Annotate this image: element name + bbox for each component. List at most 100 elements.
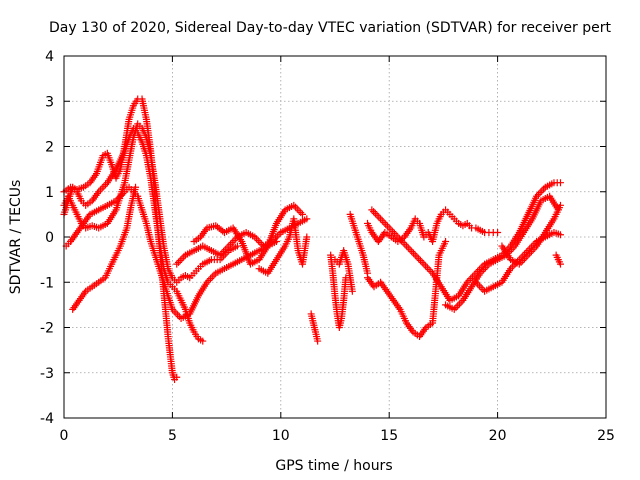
- data-point: [85, 212, 93, 220]
- data-point: [227, 261, 235, 269]
- data-point: [371, 209, 379, 217]
- y-tick-label: -2: [40, 321, 54, 337]
- data-point: [189, 326, 197, 334]
- data-point: [111, 208, 119, 216]
- y-axis-label: SDTVAR / TECUs: [8, 180, 24, 295]
- data-point: [93, 280, 101, 288]
- data-point: [302, 235, 310, 243]
- data-point: [531, 244, 539, 252]
- data-point: [178, 255, 186, 263]
- data-point: [427, 267, 435, 275]
- data-point: [523, 212, 531, 220]
- data-point: [421, 325, 429, 333]
- y-tick-label: -1: [40, 275, 54, 291]
- data-point: [170, 373, 178, 381]
- data-point: [100, 182, 108, 190]
- x-tick-label: 15: [380, 428, 398, 444]
- data-point: [403, 242, 411, 250]
- data-point: [164, 262, 172, 270]
- data-point: [505, 254, 513, 262]
- data-point: [176, 294, 184, 302]
- series-track-13: [364, 206, 502, 246]
- series-track-10: [327, 251, 350, 331]
- data-point: [253, 248, 261, 256]
- series-track-9: [307, 310, 322, 345]
- data-point: [77, 184, 85, 192]
- data-point: [301, 216, 309, 224]
- data-point: [115, 244, 123, 252]
- data-point: [122, 226, 130, 234]
- series-track-8: [255, 215, 311, 277]
- data-point: [452, 304, 460, 312]
- data-point: [173, 260, 181, 268]
- data-point: [409, 249, 417, 257]
- data-point: [444, 208, 452, 216]
- data-point: [159, 276, 167, 284]
- data-point: [184, 311, 192, 319]
- data-point: [283, 225, 291, 233]
- data-point: [208, 273, 216, 281]
- data-point: [358, 249, 366, 257]
- data-point: [151, 176, 159, 184]
- data-point: [494, 228, 502, 236]
- data-point: [368, 206, 376, 214]
- data-point: [385, 224, 393, 232]
- data-point: [136, 122, 144, 130]
- data-point: [518, 230, 526, 238]
- data-point: [483, 262, 491, 270]
- data-point: [522, 253, 530, 261]
- data-point: [422, 262, 430, 270]
- data-point: [101, 202, 109, 210]
- data-point: [479, 285, 487, 293]
- data-point: [132, 97, 140, 105]
- data-point: [184, 273, 192, 281]
- data-point: [295, 207, 303, 215]
- data-point: [392, 231, 400, 239]
- data-point: [540, 230, 548, 238]
- data-point: [214, 250, 222, 258]
- data-point: [475, 271, 483, 279]
- series-track-7: [190, 201, 306, 268]
- data-point: [125, 118, 133, 126]
- data-point: [76, 195, 84, 203]
- data-point: [207, 275, 215, 283]
- data-point: [466, 285, 474, 293]
- data-point: [350, 222, 358, 230]
- data-point: [452, 293, 460, 301]
- data-point: [461, 221, 469, 229]
- data-point: [536, 189, 544, 197]
- data-point: [555, 258, 563, 266]
- data-point: [150, 249, 158, 257]
- data-point: [388, 295, 396, 303]
- data-point: [111, 167, 119, 175]
- data-point: [262, 268, 270, 276]
- series-track-18: [498, 201, 564, 268]
- series-track-2: [60, 124, 207, 345]
- data-point: [131, 185, 139, 193]
- data-point: [227, 225, 235, 233]
- data-point: [210, 222, 218, 230]
- data-point: [370, 208, 378, 216]
- data-point: [175, 276, 183, 284]
- data-point: [408, 247, 416, 255]
- data-point: [440, 240, 448, 248]
- data-point: [99, 275, 107, 283]
- data-point: [197, 336, 205, 344]
- data-point: [71, 185, 79, 193]
- data-point: [253, 257, 261, 265]
- data-point: [125, 158, 133, 166]
- tick-labels: 0 5 10 15 20 25 -4 -3 -2 -1 0 1 2 3 4: [40, 49, 615, 444]
- data-point: [367, 226, 375, 234]
- x-tick-label: 5: [168, 428, 177, 444]
- data-point: [373, 211, 381, 219]
- data-point: [554, 230, 562, 238]
- data-point: [406, 226, 414, 234]
- data-point: [64, 240, 72, 248]
- x-axis-label: GPS time / hours: [275, 458, 392, 474]
- data-point: [80, 289, 88, 297]
- data-point: [532, 194, 540, 202]
- data-point: [163, 290, 171, 298]
- data-point: [236, 257, 244, 265]
- data-point: [549, 217, 557, 225]
